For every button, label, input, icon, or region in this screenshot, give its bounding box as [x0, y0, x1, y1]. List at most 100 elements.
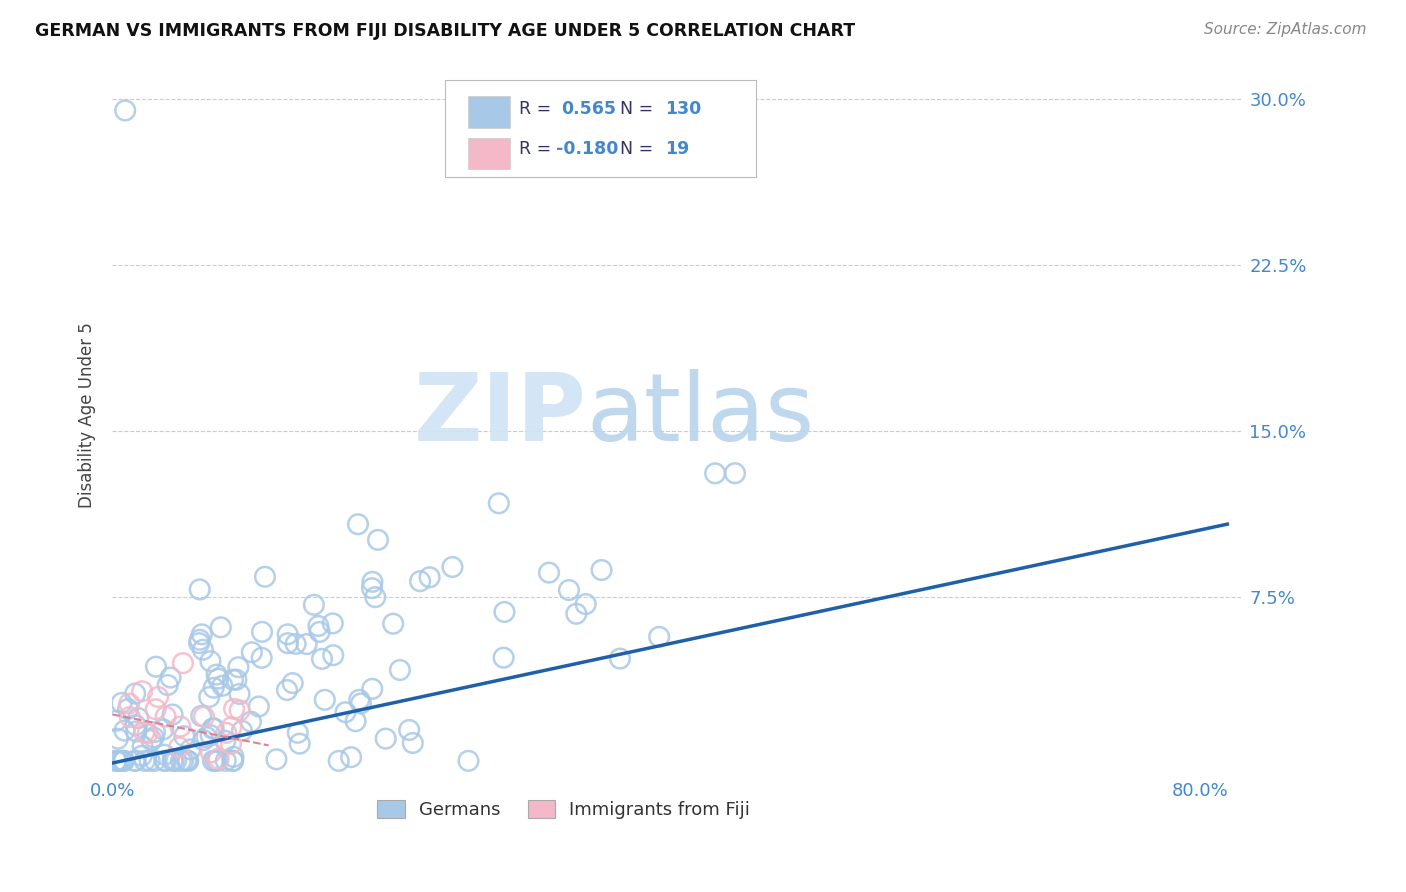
Point: [335, 705, 357, 719]
Point: [277, 636, 299, 650]
Point: [131, 748, 153, 763]
Text: -0.180: -0.180: [555, 140, 619, 158]
Point: [224, 702, 246, 716]
Point: [124, 686, 146, 700]
Point: [347, 517, 370, 532]
Point: [648, 630, 671, 644]
FancyBboxPatch shape: [468, 137, 509, 169]
Point: [222, 750, 245, 764]
Point: [409, 574, 432, 589]
FancyBboxPatch shape: [446, 80, 755, 178]
Point: [153, 754, 176, 768]
Point: [112, 754, 135, 768]
Point: [138, 754, 160, 768]
Point: [222, 754, 245, 768]
Text: GERMAN VS IMMIGRANTS FROM FIJI DISABILITY AGE UNDER 5 CORRELATION CHART: GERMAN VS IMMIGRANTS FROM FIJI DISABILIT…: [35, 22, 855, 40]
Point: [118, 697, 141, 711]
Point: [143, 754, 166, 768]
Point: [179, 742, 201, 756]
Point: [201, 754, 224, 768]
Point: [188, 632, 211, 647]
Point: [322, 648, 344, 663]
Point: [492, 650, 515, 665]
Point: [193, 733, 215, 747]
Point: [131, 739, 153, 754]
Point: [167, 740, 190, 755]
Point: [302, 598, 325, 612]
Point: [131, 684, 153, 698]
Text: R =: R =: [519, 140, 557, 158]
Point: [266, 752, 288, 766]
Point: [295, 637, 318, 651]
Point: [162, 707, 184, 722]
Point: [374, 731, 396, 746]
Point: [250, 650, 273, 665]
Point: [188, 582, 211, 597]
Point: [207, 672, 229, 686]
Point: [361, 681, 384, 696]
Point: [204, 754, 226, 768]
Text: 19: 19: [665, 140, 689, 158]
Point: [215, 754, 238, 768]
Point: [134, 754, 156, 768]
Point: [205, 667, 228, 681]
Point: [488, 496, 510, 510]
Point: [367, 533, 389, 547]
Y-axis label: Disability Age Under 5: Disability Age Under 5: [79, 322, 96, 508]
Point: [200, 654, 222, 668]
Point: [215, 726, 238, 740]
Point: [198, 690, 221, 704]
Point: [110, 696, 132, 710]
Point: [153, 747, 176, 762]
Point: [239, 714, 262, 729]
Point: [276, 683, 298, 698]
Point: [146, 690, 169, 704]
Point: [240, 645, 263, 659]
Point: [108, 754, 131, 768]
Point: [143, 725, 166, 739]
Point: [127, 711, 149, 725]
Point: [231, 723, 253, 738]
Point: [188, 636, 211, 650]
Point: [155, 709, 177, 723]
Point: [398, 723, 420, 737]
Point: [222, 673, 245, 687]
Point: [228, 660, 250, 674]
Point: [311, 652, 333, 666]
Point: [153, 754, 176, 768]
Point: [191, 627, 214, 641]
Point: [287, 726, 309, 740]
Point: [537, 566, 560, 580]
Point: [142, 731, 165, 745]
Point: [118, 710, 141, 724]
Point: [350, 697, 373, 711]
Point: [190, 709, 212, 723]
Text: N =: N =: [620, 100, 659, 118]
Point: [114, 723, 136, 738]
Point: [145, 659, 167, 673]
Point: [163, 754, 186, 768]
Point: [222, 754, 245, 768]
Point: [105, 714, 128, 728]
Point: [221, 720, 243, 734]
Point: [704, 467, 727, 481]
Point: [575, 597, 598, 611]
Point: [344, 714, 367, 729]
Point: [361, 581, 384, 595]
Text: ZIP: ZIP: [413, 368, 586, 460]
Point: [308, 624, 330, 639]
Point: [191, 642, 214, 657]
Point: [162, 754, 184, 768]
Point: [173, 729, 195, 743]
Point: [228, 687, 250, 701]
Point: [141, 733, 163, 747]
Point: [219, 737, 242, 751]
Point: [209, 620, 232, 634]
Point: [609, 651, 631, 665]
Point: [200, 746, 222, 760]
Point: [382, 616, 405, 631]
Point: [207, 751, 229, 765]
Point: [201, 722, 224, 736]
Point: [328, 754, 350, 768]
Point: [402, 736, 425, 750]
